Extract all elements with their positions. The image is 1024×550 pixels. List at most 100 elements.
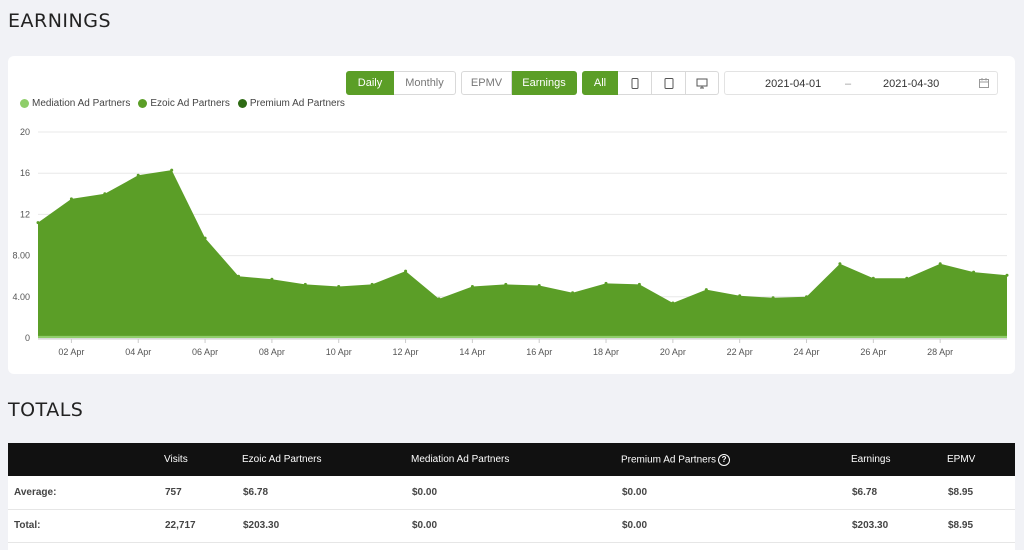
data-point-ezoic xyxy=(671,301,675,305)
cell-visits: 757 xyxy=(165,486,182,498)
mobile-button[interactable] xyxy=(618,71,652,95)
legend-dot-ezoic xyxy=(138,99,148,108)
legend-mediation[interactable]: Mediation Ad Partners xyxy=(20,98,130,109)
data-point-ezoic xyxy=(871,276,875,280)
header-ezoic[interactable]: Ezoic Ad Partners xyxy=(242,454,322,465)
date-start[interactable]: 2021-04-01 xyxy=(765,78,822,90)
row-label: Average: xyxy=(14,486,57,498)
data-point-ezoic xyxy=(103,192,107,196)
y-tick-label: 0 xyxy=(25,333,30,343)
data-point-ezoic xyxy=(69,197,73,201)
legend-ezoic[interactable]: Ezoic Ad Partners xyxy=(138,98,230,109)
cell-ezoic: $6.78 xyxy=(243,486,269,498)
totals-table-container: Visits Ezoic Ad Partners Mediation Ad Pa… xyxy=(8,443,1015,550)
cell-epmv: $8.95 xyxy=(948,486,974,498)
desktop-button[interactable] xyxy=(686,71,719,95)
row-label: Total: xyxy=(14,520,41,531)
data-point-ezoic xyxy=(537,284,541,287)
tablet-icon xyxy=(664,77,673,89)
x-tick-label: 26 Apr xyxy=(860,347,886,357)
header-epmv[interactable]: EPMV xyxy=(947,454,976,465)
earnings-title: EARNINGS xyxy=(8,10,112,32)
data-point-ezoic xyxy=(237,274,240,278)
epmv-button[interactable]: EPMV xyxy=(461,71,512,95)
x-tick-label: 20 Apr xyxy=(660,347,686,357)
mobile-icon xyxy=(631,77,638,89)
cell-earnings: $203.30 xyxy=(852,520,889,531)
data-point-ezoic xyxy=(437,297,441,301)
totals-table: Visits Ezoic Ad Partners Mediation Ad Pa… xyxy=(8,443,1015,543)
data-point-ezoic xyxy=(704,288,708,292)
x-tick-label: 06 Apr xyxy=(192,347,218,357)
header-visits[interactable]: Visits xyxy=(164,454,188,465)
data-point-ezoic xyxy=(470,285,474,288)
x-tick-label: 28 Apr xyxy=(927,347,953,357)
period-toggle: Daily Monthly xyxy=(346,71,456,95)
monthly-button[interactable]: Monthly xyxy=(394,71,456,95)
data-point-ezoic xyxy=(36,221,40,225)
data-point-ezoic xyxy=(805,295,808,299)
y-tick-label: 4.00 xyxy=(12,292,30,302)
cell-mediation: $0.00 xyxy=(412,486,438,498)
data-point-ezoic xyxy=(504,282,508,286)
data-point-ezoic xyxy=(571,291,575,295)
help-icon[interactable]: ? xyxy=(718,453,731,466)
data-point-ezoic xyxy=(1005,273,1009,277)
data-point-ezoic xyxy=(370,282,374,286)
series-area-mediation xyxy=(38,335,1007,338)
x-tick-label: 04 Apr xyxy=(125,347,151,357)
x-tick-label: 16 Apr xyxy=(526,347,552,357)
desktop-icon xyxy=(696,78,708,89)
cell-mediation: $0.00 xyxy=(412,520,438,531)
earnings-chart-card: Daily Monthly EPMV Earnings All 2021-04-… xyxy=(8,56,1015,374)
date-end[interactable]: 2021-04-30 xyxy=(883,78,940,90)
data-point-ezoic xyxy=(905,276,909,280)
all-devices-button[interactable]: All xyxy=(582,71,618,95)
header-earnings[interactable]: Earnings xyxy=(851,454,891,465)
x-tick-label: 22 Apr xyxy=(727,347,753,357)
x-tick-label: 18 Apr xyxy=(593,347,619,357)
data-point-ezoic xyxy=(972,270,976,274)
cell-premium: $0.00 xyxy=(622,486,648,498)
legend-dot-premium xyxy=(237,99,247,108)
tablet-button[interactable] xyxy=(652,71,686,95)
earnings-area-chart[interactable]: 20 16 12 8.00 4.00 0 02 Apr 04 Apr 06 Apr 08 Apr 1… xyxy=(8,56,1015,374)
legend-premium[interactable]: Premium Ad Partners xyxy=(237,98,345,109)
device-toggle: All xyxy=(582,71,719,95)
data-point-ezoic xyxy=(203,236,207,240)
legend-label-ezoic: Ezoic Ad Partners xyxy=(150,98,230,109)
header-mediation[interactable]: Mediation Ad Partners xyxy=(411,454,510,465)
cell-epmv: $8.95 xyxy=(948,520,974,531)
cell-visits: 22,717 xyxy=(165,520,196,531)
header-label xyxy=(8,443,164,476)
data-point-ezoic xyxy=(337,285,341,288)
data-point-ezoic xyxy=(136,173,140,177)
data-point-ezoic xyxy=(270,277,274,281)
data-point-ezoic xyxy=(938,262,942,266)
chart-legend: Mediation Ad Partners Ezoic Ad Partners … xyxy=(20,98,345,109)
table-header-row: Visits Ezoic Ad Partners Mediation Ad Pa… xyxy=(8,443,1015,476)
data-point-ezoic xyxy=(604,281,608,285)
data-point-ezoic xyxy=(637,282,641,286)
header-premium[interactable]: Premium Ad Partners? xyxy=(621,443,851,476)
x-tick-label: 02 Apr xyxy=(58,347,84,357)
date-separator: – xyxy=(845,78,852,90)
data-point-ezoic xyxy=(738,294,742,298)
x-tick-label: 08 Apr xyxy=(259,347,285,357)
y-tick-label: 12 xyxy=(20,209,30,219)
x-tick-label: 10 Apr xyxy=(326,347,352,357)
legend-dot-mediation xyxy=(20,99,29,108)
table-row: Average: 757 $6.78 $0.00 $0.00 $6.78 $8.… xyxy=(8,476,1015,509)
y-tick-label: 20 xyxy=(20,127,30,137)
calendar-icon[interactable] xyxy=(979,78,989,88)
earnings-button[interactable]: Earnings xyxy=(512,71,577,95)
header-premium-label: Premium Ad Partners xyxy=(621,454,717,466)
x-tick-label: 14 Apr xyxy=(459,347,485,357)
daily-button[interactable]: Daily xyxy=(346,71,394,95)
x-tick-label: 12 Apr xyxy=(393,347,419,357)
date-range-picker[interactable]: 2021-04-01 – 2021-04-30 xyxy=(724,71,998,95)
table-row: Total: 22,717 $203.30 $0.00 $0.00 $203.3… xyxy=(8,509,1015,542)
totals-title: TOTALS xyxy=(8,399,84,421)
data-point-ezoic xyxy=(771,296,775,300)
legend-label-premium: Premium Ad Partners xyxy=(249,98,345,109)
